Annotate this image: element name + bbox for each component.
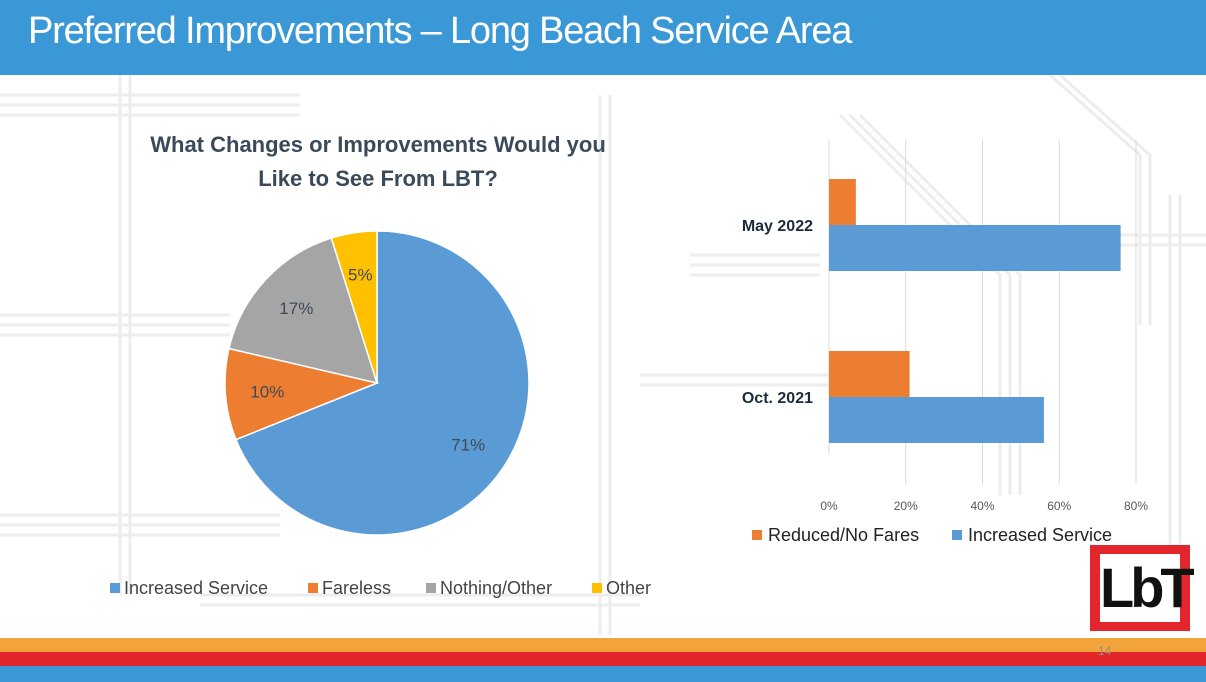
pie-chart-title-line-1: What Changes or Improvements Would you [150,132,606,157]
pie-legend-item-fareless: Fareless [308,578,391,599]
legend-swatch [752,530,762,540]
bar-category-label: Oct. 2021 [742,390,813,407]
bar-increased-service-may-2022 [829,225,1121,271]
pie-slice-nothing-other [228,237,379,385]
legend-swatch [308,583,318,593]
bar-chart: 0% 20% 40% 60% 80% May 2022 Oct. 2021 [742,140,1148,513]
pie-data-label: 17% [279,299,313,318]
header-bar [0,0,1206,75]
legend-swatch [426,583,436,593]
bar-axis-tick: 40% [970,499,994,513]
bar-category-label: May 2022 [742,218,813,235]
legend-label: Fareless [322,578,392,598]
pie-slice-increased-service [234,230,530,536]
footer-stripe-red [0,652,1206,666]
pie-legend-item-other: Other [592,578,651,599]
legend-label: Other [606,578,652,598]
bar-axis-tick: 60% [1047,499,1071,513]
legend-swatch [110,583,120,593]
pie-slice-fareless [224,347,380,441]
legend-swatch [952,530,962,540]
pie-chart: 71% 10% 17% 5% [224,230,530,536]
bar-increased-service-oct-2021 [829,397,1044,443]
bar-axis-tick: 0% [820,499,838,513]
bar-axis-tick: 20% [894,499,918,513]
page-number: 14 [1098,644,1112,658]
legend-label: Nothing/Other [440,578,553,598]
bar-legend-item-increased-service: Increased Service [952,525,1112,546]
pie-data-label: 5% [348,265,373,284]
legend-label: Reduced/No Fares [768,525,920,545]
pie-legend-item-increased-service: Increased Service [110,578,268,599]
lbt-logo-text: LbT [1100,556,1195,619]
legend-label: Increased Service [124,578,269,598]
footer-stripe-orange [0,638,1206,652]
pie-legend-item-nothing-other: Nothing/Other [426,578,552,599]
bar-axis-tick: 80% [1124,499,1148,513]
bar-reduced-no-fares-oct-2021 [829,351,910,397]
pie-chart-title-line-2: Like to See From LBT? [258,166,498,191]
footer-stripe-blue [0,666,1206,682]
lbt-logo-inner: LbT [1100,554,1195,622]
pie-data-label: 71% [451,436,485,455]
slide-title: Preferred Improvements – Long Beach Serv… [28,10,852,52]
bar-reduced-no-fares-may-2022 [829,179,856,225]
legend-swatch [592,583,602,593]
pie-slice-other [330,230,378,384]
bar-legend-item-reduced-fares: Reduced/No Fares [752,525,919,546]
legend-label: Increased Service [968,525,1113,545]
lbt-logo: LbT [1090,545,1195,631]
pie-chart-title: What Changes or Improvements Would you L… [118,128,638,196]
pie-data-label: 10% [250,382,284,401]
